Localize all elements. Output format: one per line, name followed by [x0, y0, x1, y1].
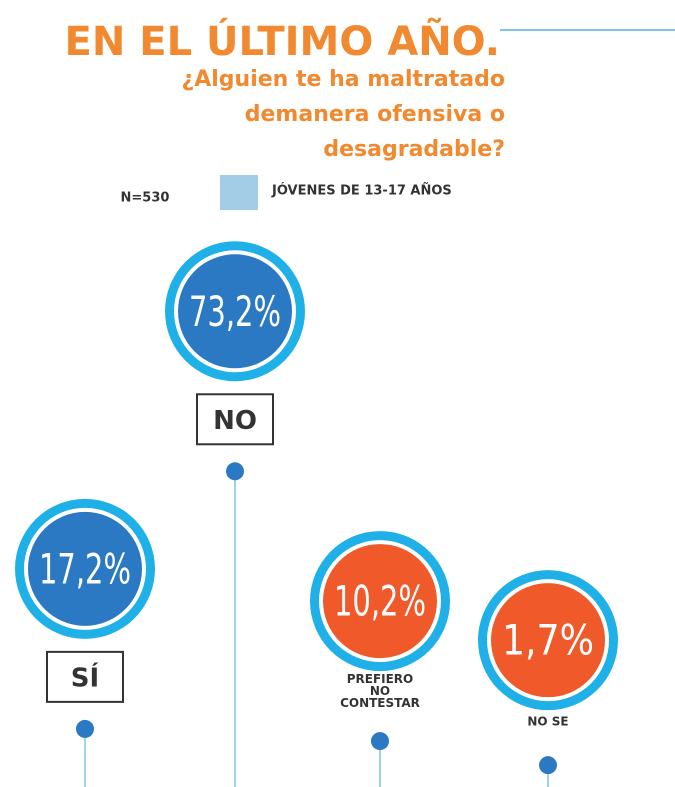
category-label-line: PREFIERO: [347, 672, 414, 686]
value-label: 10,2%: [334, 577, 426, 626]
bubble: [491, 583, 605, 698]
category-box: [46, 650, 124, 703]
subtitle-line: demanera ofensiva o: [245, 102, 505, 127]
subtitle-line: desagradable?: [323, 137, 505, 162]
stem-dot: [76, 719, 94, 738]
value-label: 17,2%: [39, 544, 131, 593]
bubble: [323, 544, 437, 659]
bubble: [28, 511, 142, 626]
value-label: 1,7%: [502, 616, 594, 665]
bubble: [178, 254, 292, 369]
legend-swatch: [220, 175, 258, 210]
legend-label: JÓVENES DE 13-17 AÑOS: [271, 183, 452, 199]
subtitle-line: ¿Alguien te ha maltratado: [181, 67, 505, 92]
category-label: NO SE: [527, 715, 568, 729]
chart-title: EN EL ÚLTIMO AÑO.: [65, 17, 500, 65]
category-label: SÍ: [71, 661, 99, 693]
stem-dot: [371, 732, 389, 751]
stem-dot: [539, 756, 557, 775]
category-label-line: NO: [370, 684, 390, 698]
sample-size: N=530: [121, 191, 170, 206]
value-label: 73,2%: [189, 287, 281, 336]
category-label: PREFIERO NO CONTESTAR: [340, 672, 420, 710]
category-label-line: CONTESTAR: [340, 696, 420, 710]
stem-dot: [226, 462, 244, 481]
category-label: NO: [213, 406, 257, 436]
category-box: [196, 393, 274, 446]
